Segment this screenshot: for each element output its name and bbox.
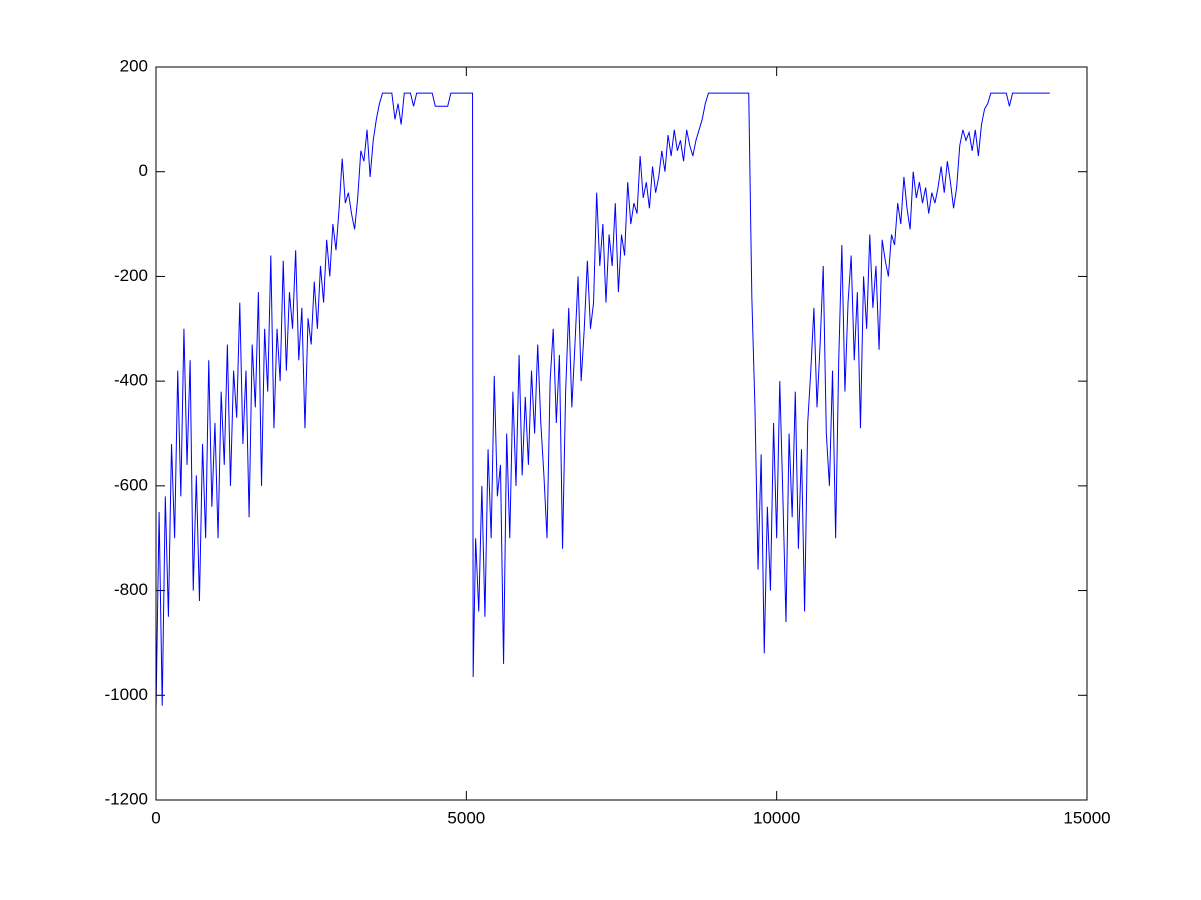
y-tick-label: -200 [114,266,148,285]
x-tick-label: 0 [151,808,160,827]
y-tick-label: -1200 [105,789,148,808]
axes-box [155,66,1088,801]
x-tick-label: 5000 [447,808,485,827]
data-line [155,92,1050,711]
y-tick-label: 0 [139,161,148,180]
x-tick-label: 15000 [1063,808,1110,827]
y-tick-label: 200 [120,56,148,75]
x-tick-label: 10000 [753,808,800,827]
y-tick-label: -800 [114,580,148,599]
y-tick-label: -1000 [105,685,148,704]
y-tick-label: -600 [114,475,148,494]
y-tick-label: -400 [114,371,148,390]
